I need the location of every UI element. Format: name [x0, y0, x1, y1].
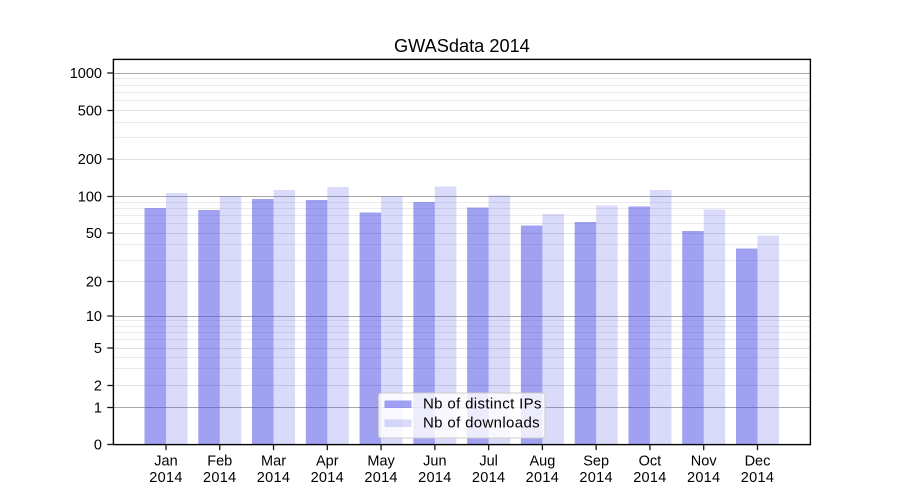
svg-text:5: 5 [94, 341, 102, 357]
svg-text:Feb: Feb [207, 454, 232, 470]
svg-text:500: 500 [78, 104, 102, 120]
svg-text:200: 200 [78, 152, 102, 168]
svg-text:2014: 2014 [472, 470, 505, 486]
svg-text:1000: 1000 [70, 66, 102, 82]
svg-text:1: 1 [94, 401, 102, 417]
svg-text:100: 100 [78, 190, 102, 206]
svg-text:2014: 2014 [149, 470, 182, 486]
svg-text:2014: 2014 [311, 470, 344, 486]
svg-text:50: 50 [86, 226, 102, 242]
svg-text:2014: 2014 [579, 470, 612, 486]
svg-text:2014: 2014 [418, 470, 451, 486]
svg-text:2: 2 [94, 379, 102, 395]
svg-text:Nov: Nov [691, 454, 718, 470]
svg-text:Jul: Jul [479, 454, 498, 470]
svg-text:Jan: Jan [154, 454, 177, 470]
svg-text:2014: 2014 [203, 470, 236, 486]
svg-text:Oct: Oct [639, 454, 662, 470]
svg-text:Dec: Dec [745, 454, 771, 470]
svg-text:0: 0 [94, 438, 102, 454]
svg-text:Sep: Sep [583, 454, 609, 470]
svg-text:2014: 2014 [364, 470, 397, 486]
svg-text:Apr: Apr [316, 454, 339, 470]
svg-text:Jun: Jun [423, 454, 446, 470]
svg-text:May: May [367, 454, 395, 470]
svg-text:10: 10 [86, 309, 102, 325]
svg-text:2014: 2014 [526, 470, 559, 486]
svg-text:20: 20 [86, 275, 102, 291]
svg-text:Aug: Aug [529, 454, 555, 470]
svg-text:2014: 2014 [741, 470, 774, 486]
svg-text:GWASdata 2014: GWASdata 2014 [394, 36, 530, 56]
svg-text:2014: 2014 [633, 470, 666, 486]
svg-text:Nb of distinct IPs: Nb of distinct IPs [423, 395, 542, 412]
svg-text:2014: 2014 [257, 470, 290, 486]
svg-text:Nb of downloads: Nb of downloads [423, 414, 540, 431]
svg-text:Mar: Mar [261, 454, 286, 470]
svg-text:2014: 2014 [687, 470, 720, 486]
